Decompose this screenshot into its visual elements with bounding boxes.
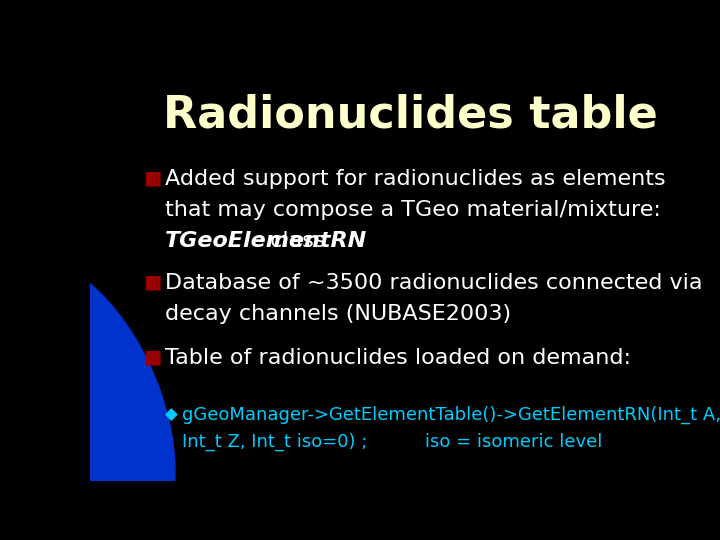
Text: that may compose a TGeo material/mixture:: that may compose a TGeo material/mixture… <box>166 200 661 220</box>
Text: TGeoElementRN: TGeoElementRN <box>166 231 368 251</box>
Text: Radionuclides table: Radionuclides table <box>163 94 657 137</box>
Text: Database of ~3500 radionuclides connected via: Database of ~3500 radionuclides connecte… <box>166 273 703 293</box>
Text: Added support for radionuclides as elements: Added support for radionuclides as eleme… <box>166 168 666 189</box>
Text: decay channels (NUBASE2003): decay channels (NUBASE2003) <box>166 304 511 324</box>
Text: ■: ■ <box>143 273 161 292</box>
Ellipse shape <box>0 260 175 540</box>
Text: Int_t Z, Int_t iso=0) ;          iso = isomeric level: Int_t Z, Int_t iso=0) ; iso = isomeric l… <box>182 433 603 451</box>
Text: Table of radionuclides loaded on demand:: Table of radionuclides loaded on demand: <box>166 348 631 368</box>
Text: gGeoManager->GetElementTable()->GetElementRN(Int_t A,: gGeoManager->GetElementTable()->GetEleme… <box>182 406 720 424</box>
Text: ■: ■ <box>143 348 161 367</box>
Text: ◆: ◆ <box>166 406 178 424</box>
Text: ■: ■ <box>143 168 161 188</box>
Text: class: class <box>263 231 325 251</box>
